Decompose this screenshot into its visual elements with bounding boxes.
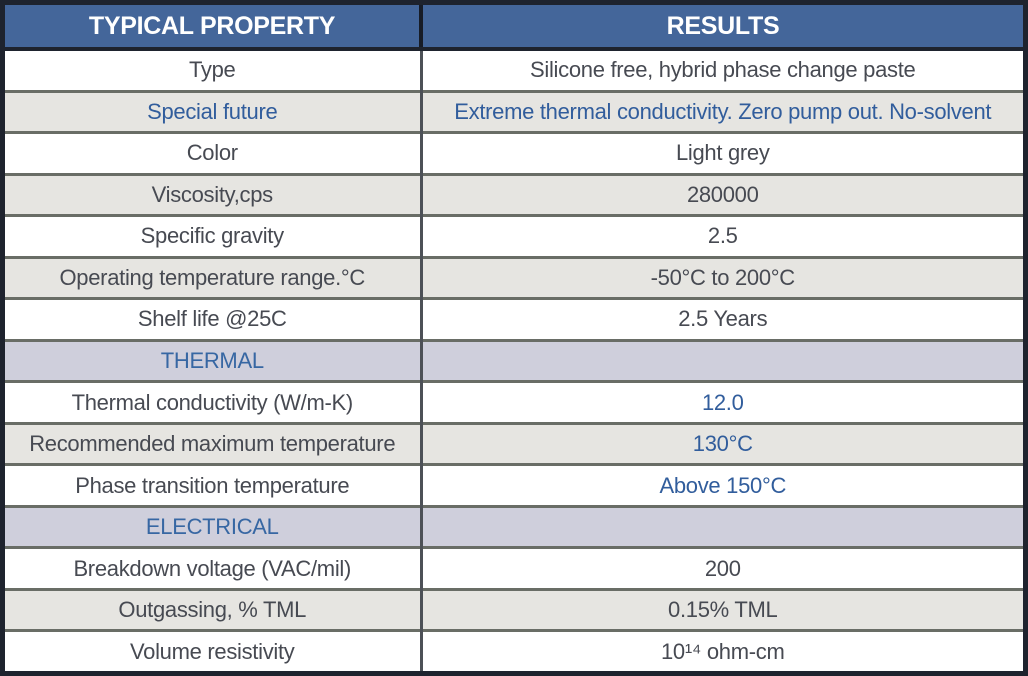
result-cell xyxy=(421,338,1026,382)
result-cell: Light grey xyxy=(421,131,1026,175)
table-row: Shelf life @25C 2.5 Years xyxy=(2,297,1026,341)
property-cell: Outgassing, % TML xyxy=(2,587,423,631)
result-cell: 280000 xyxy=(421,172,1026,216)
result-cell: Above 150°C xyxy=(421,463,1026,507)
table-row: Volume resistivity 10¹⁴ ohm-cm xyxy=(2,629,1026,674)
result-cell: 200 xyxy=(421,546,1026,590)
property-cell: Shelf life @25C xyxy=(2,297,423,341)
property-cell: Thermal conductivity (W/m-K) xyxy=(2,380,423,424)
result-cell: 2.5 xyxy=(421,214,1026,258)
result-cell: -50°C to 200°C xyxy=(421,255,1026,299)
table-row: Special future Extreme thermal conductivi… xyxy=(2,89,1026,133)
section-header-row: THERMAL xyxy=(2,338,1026,382)
property-cell: Recommended maximum temperature xyxy=(2,421,423,465)
column-header-typical-property: TYPICAL PROPERTY xyxy=(2,2,423,51)
table-row: Specific gravity 2.5 xyxy=(2,214,1026,258)
property-cell: Type xyxy=(2,47,423,92)
result-cell: Extreme thermal conductivity. Zero pump … xyxy=(421,89,1026,133)
property-cell: Color xyxy=(2,131,423,175)
table-row: Outgassing, % TML 0.15% TML xyxy=(2,587,1026,631)
table-row: Phase transition temperature Above 150°C xyxy=(2,463,1026,507)
section-header-row: ELECTRICAL xyxy=(2,504,1026,548)
result-cell: 130°C xyxy=(421,421,1026,465)
table-row: Breakdown voltage (VAC/mil) 200 xyxy=(2,546,1026,590)
table-row: Thermal conductivity (W/m-K) 12.0 xyxy=(2,380,1026,424)
property-cell: Breakdown voltage (VAC/mil) xyxy=(2,546,423,590)
result-cell: Silicone free, hybrid phase change paste xyxy=(421,47,1026,92)
property-cell: Phase transition temperature xyxy=(2,463,423,507)
result-cell: 12.0 xyxy=(421,380,1026,424)
property-cell: Volume resistivity xyxy=(2,629,423,674)
result-cell xyxy=(421,504,1026,548)
result-cell: 2.5 Years xyxy=(421,297,1026,341)
header-row: TYPICAL PROPERTY RESULTS xyxy=(2,2,1026,51)
table-row: Color Light grey xyxy=(2,131,1026,175)
result-cell: 10¹⁴ ohm-cm xyxy=(421,629,1026,674)
property-cell: Operating temperature range.°C xyxy=(2,255,423,299)
table-row: Type Silicone free, hybrid phase change p… xyxy=(2,47,1026,92)
result-cell: 0.15% TML xyxy=(421,587,1026,631)
property-cell: Special future xyxy=(2,89,423,133)
table-row: Viscosity,cps 280000 xyxy=(2,172,1026,216)
property-cell: Viscosity,cps xyxy=(2,172,423,216)
section-title-cell: ELECTRICAL xyxy=(2,504,423,548)
section-title-cell: THERMAL xyxy=(2,338,423,382)
table-row: Recommended maximum temperature 130°C xyxy=(2,421,1026,465)
property-cell: Specific gravity xyxy=(2,214,423,258)
column-header-results: RESULTS xyxy=(421,2,1026,51)
table-row: Operating temperature range.°C -50°C to 2… xyxy=(2,255,1026,299)
